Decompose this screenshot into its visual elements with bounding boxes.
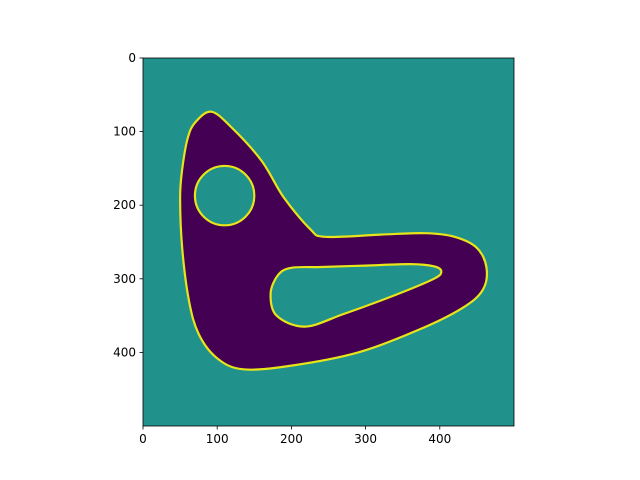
y-axis: 0 100 200 300 400 bbox=[113, 51, 143, 359]
image-content bbox=[178, 110, 489, 371]
x-axis: 0 100 200 300 400 bbox=[139, 426, 451, 446]
inner-hole-region bbox=[270, 264, 442, 327]
outer-contour bbox=[178, 110, 489, 371]
x-tick-label: 400 bbox=[428, 432, 451, 446]
x-tick-label: 100 bbox=[206, 432, 229, 446]
inner-contour bbox=[269, 262, 443, 328]
plot-area bbox=[142, 57, 515, 427]
x-tick-label: 200 bbox=[280, 432, 303, 446]
axes-frame bbox=[142, 57, 515, 427]
x-tick-label: 0 bbox=[139, 432, 147, 446]
circle-contour bbox=[193, 164, 256, 227]
x-tick-label: 300 bbox=[354, 432, 377, 446]
y-tick-label: 200 bbox=[113, 198, 136, 212]
y-tick-label: 400 bbox=[113, 345, 136, 359]
y-tick-label: 100 bbox=[113, 125, 136, 139]
circle-hole-region bbox=[194, 165, 255, 226]
y-tick-label: 0 bbox=[128, 51, 136, 65]
y-tick-label: 300 bbox=[113, 272, 136, 286]
interior-region bbox=[180, 111, 487, 370]
